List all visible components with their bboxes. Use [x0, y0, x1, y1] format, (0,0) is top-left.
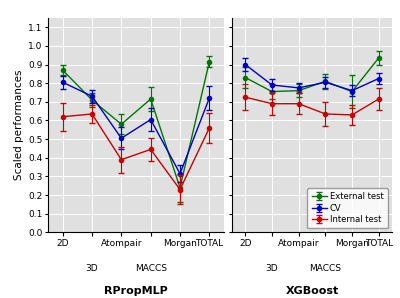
Text: 3D: 3D	[266, 263, 278, 273]
Text: RPropMLP: RPropMLP	[104, 286, 168, 296]
Y-axis label: Scaled performances: Scaled performances	[14, 70, 24, 180]
Text: 3D: 3D	[86, 263, 98, 273]
Text: MACCS: MACCS	[135, 263, 167, 273]
Text: XGBoost: XGBoost	[285, 286, 339, 296]
Text: MACCS: MACCS	[309, 263, 341, 273]
Legend: External test, CV, Internal test: External test, CV, Internal test	[308, 188, 388, 228]
